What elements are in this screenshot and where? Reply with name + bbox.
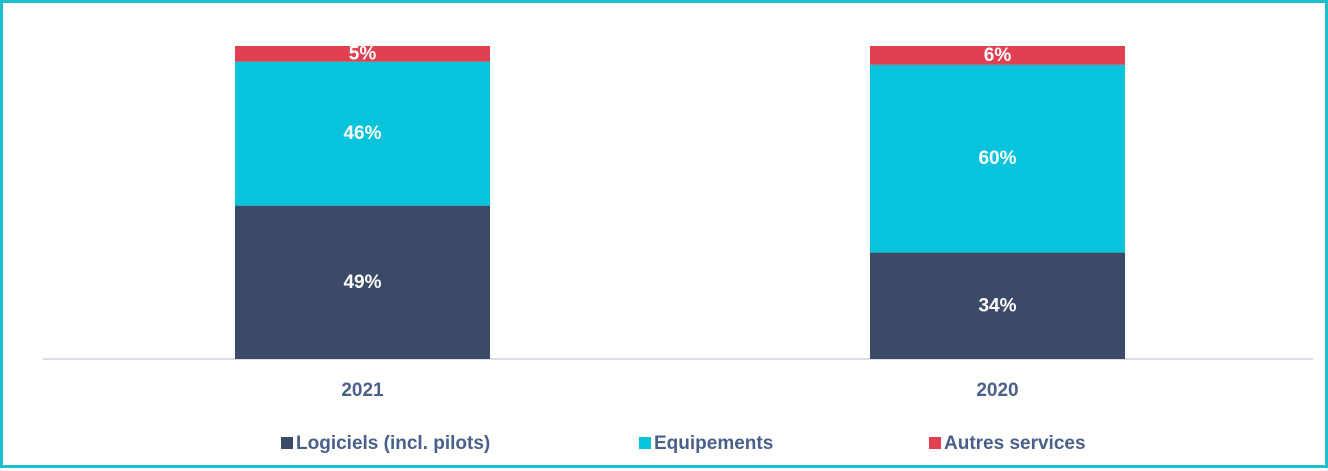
- category-label-2021: 2021: [341, 380, 384, 401]
- legend-swatch-0: [281, 437, 293, 449]
- stacked-bar-chart: 49% 46% 5% 2021 34% 60% 6% 2020 Logiciels (incl.…: [43, 43, 1313, 454]
- bar-segment-2021-0: [235, 205, 490, 359]
- legend-label-1: Equipements: [654, 433, 773, 454]
- data-label-2020-1: 60%: [978, 148, 1016, 169]
- data-label-2021-2: 5%: [349, 43, 377, 64]
- bar-segment-2021-1: [235, 61, 490, 206]
- data-label-2020-2: 6%: [984, 45, 1012, 66]
- legend-swatch-1: [639, 437, 651, 449]
- data-label-2020-0: 34%: [978, 295, 1016, 316]
- bar-segment-2020-2: [870, 46, 1125, 65]
- bar-segment-2020-0: [870, 252, 1125, 359]
- data-label-2021-0: 49%: [343, 272, 381, 293]
- category-label-2020: 2020: [976, 380, 1018, 401]
- legend-label-0: Logiciels (incl. pilots): [296, 433, 490, 454]
- data-label-2021-1: 46%: [343, 123, 381, 144]
- bar-segment-2020-1: [870, 64, 1125, 253]
- legend-swatch-2: [929, 437, 941, 449]
- bar-segment-2021-2: [235, 46, 490, 62]
- legend-label-2: Autres services: [944, 433, 1086, 454]
